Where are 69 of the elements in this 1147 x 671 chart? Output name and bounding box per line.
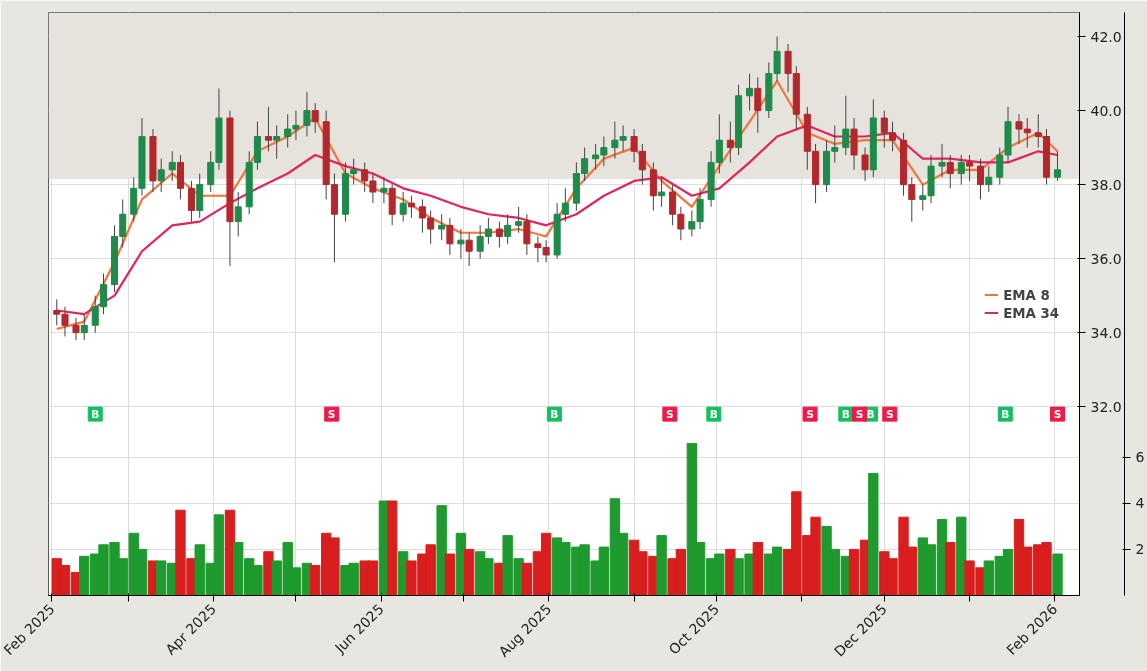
candlestick bbox=[311, 102, 319, 134]
annotation: B bbox=[866, 407, 875, 421]
bar bbox=[436, 505, 447, 596]
annotation: S bbox=[327, 407, 336, 421]
annotation: B bbox=[709, 407, 718, 421]
candlestick bbox=[977, 158, 985, 200]
bar bbox=[463, 548, 475, 596]
candlestick bbox=[380, 176, 388, 204]
y2-tick-label: 4 bbox=[1135, 495, 1145, 512]
candlestick bbox=[465, 232, 473, 267]
y-tick-label: 38.0 bbox=[1090, 176, 1122, 193]
y-tick-label: 42.0 bbox=[1090, 28, 1122, 45]
candlestick bbox=[234, 191, 242, 237]
candlestick bbox=[187, 180, 195, 223]
candlestick bbox=[264, 106, 272, 152]
candlestick bbox=[985, 165, 993, 193]
candlestick bbox=[946, 154, 954, 189]
y-tick-label: 34.0 bbox=[1090, 324, 1122, 341]
annotation: B bbox=[91, 407, 100, 421]
candlestick bbox=[157, 158, 165, 193]
candlestick bbox=[457, 228, 465, 260]
y-tick-label: 40.0 bbox=[1090, 102, 1122, 119]
candlestick bbox=[273, 124, 281, 160]
annotation: S bbox=[1053, 407, 1062, 421]
bar bbox=[1052, 553, 1063, 596]
bar bbox=[868, 472, 879, 596]
annotation: B bbox=[550, 407, 559, 421]
candlestick bbox=[523, 213, 531, 256]
annotation: S bbox=[885, 407, 894, 421]
bar bbox=[656, 535, 667, 596]
candlestick bbox=[438, 213, 446, 241]
bar bbox=[386, 500, 398, 596]
candlestick bbox=[303, 91, 311, 137]
candlestick bbox=[72, 317, 80, 341]
candlestick bbox=[957, 154, 965, 186]
bar bbox=[956, 516, 967, 596]
annotation: S bbox=[855, 407, 864, 421]
candlestick bbox=[399, 191, 407, 223]
candlestick bbox=[842, 95, 850, 156]
candlestick bbox=[504, 213, 512, 245]
annotation: S bbox=[666, 407, 674, 421]
candlestick bbox=[746, 73, 754, 112]
line-series bbox=[55, 79, 1059, 331]
candlestick bbox=[726, 121, 734, 163]
annotation: B bbox=[841, 407, 850, 421]
annotation: S bbox=[806, 407, 814, 421]
y2-tick-label: 6 bbox=[1135, 449, 1145, 466]
legend-label: EMA 34 bbox=[1003, 305, 1059, 320]
legend-label: EMA 8 bbox=[1003, 287, 1050, 302]
candlestick bbox=[966, 154, 974, 182]
candlestick bbox=[515, 206, 523, 234]
annotation: B bbox=[1001, 407, 1010, 421]
y-tick-label: 36.0 bbox=[1090, 250, 1122, 267]
candlestick bbox=[446, 217, 454, 256]
candlestick bbox=[80, 313, 88, 341]
y2-tick-label: 2 bbox=[1135, 541, 1145, 558]
candlestick bbox=[754, 76, 762, 134]
candlestick bbox=[658, 176, 666, 208]
candlestick bbox=[495, 221, 503, 249]
candlestick bbox=[168, 150, 176, 182]
line-series bbox=[55, 124, 1059, 316]
candlestick bbox=[1053, 150, 1062, 182]
candlestick bbox=[861, 147, 869, 182]
candlestick bbox=[938, 143, 946, 178]
bar bbox=[945, 542, 956, 596]
y-tick-label: 32.0 bbox=[1090, 398, 1122, 415]
candlestick bbox=[407, 195, 415, 219]
bar bbox=[752, 542, 763, 596]
bar bbox=[444, 553, 456, 596]
